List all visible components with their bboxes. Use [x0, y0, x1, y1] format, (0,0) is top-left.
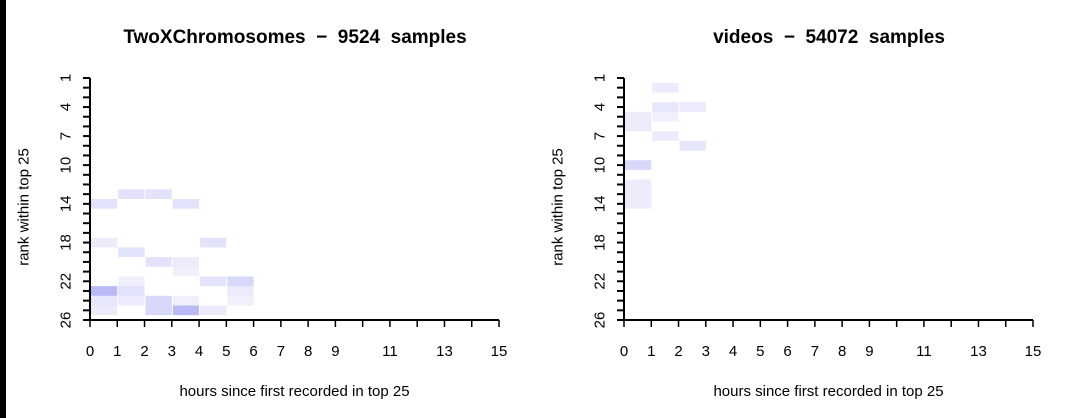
x-tick-label: 7 [277, 343, 285, 360]
heatmap-cell [172, 295, 200, 306]
x-tick-label: 4 [729, 343, 737, 360]
heatmap-cell [172, 199, 200, 209]
y-tick-label: 18 [592, 234, 609, 251]
heatmap-cell [625, 111, 652, 122]
heatmap-cell [91, 305, 118, 316]
heatmap-cell [91, 295, 118, 306]
x-tick-label: 0 [620, 343, 628, 360]
x-tick-label: 9 [865, 343, 873, 360]
heatmap-cell [145, 295, 172, 306]
x-tick-label: 11 [382, 343, 398, 360]
heatmap-cell [652, 111, 679, 122]
heatmap-cell [172, 305, 200, 316]
heatmap-cell [200, 305, 227, 316]
x-tick-label: 5 [222, 343, 230, 360]
heatmap-cell [652, 102, 679, 112]
heatmap-cell [145, 305, 172, 316]
heatmap-cell [91, 199, 118, 209]
heatmap-cell [625, 121, 652, 132]
heatmap-cell [145, 257, 172, 267]
y-tick-label: 26 [592, 312, 609, 329]
chart-title: TwoXChromosomes − 9524 samples [123, 27, 466, 48]
heatmap-cell [227, 295, 254, 306]
heatmap-cell [118, 276, 145, 287]
x-tick-label: 2 [140, 343, 148, 360]
y-tick-label: 4 [592, 103, 609, 111]
chart-panel-1: 0 1 2 3 4 5 6 7 8 9 11 13 151471014182226TwoXChromos… [16, 27, 508, 400]
y-tick-label: 1 [592, 74, 609, 82]
y-tick-label: 4 [58, 103, 75, 111]
heatmap-cell [172, 266, 200, 277]
heatmap-cell [145, 189, 172, 199]
x-tick-label: 8 [304, 343, 312, 360]
x-tick-label: 6 [249, 343, 257, 360]
y-tick-label: 7 [592, 132, 609, 140]
y-tick-label: 14 [58, 195, 75, 212]
heatmap-cell [200, 276, 227, 287]
x-tick-label: 13 [436, 343, 453, 360]
heatmap-cell [625, 179, 652, 190]
x-tick-label: 1 [647, 343, 655, 360]
chart-title: videos − 54072 samples [713, 27, 945, 48]
y-tick-label: 22 [58, 273, 75, 290]
x-tick-label: 0 [86, 343, 94, 360]
y-axis-label: rank within top 25 [16, 148, 33, 266]
x-tick-label: 8 [838, 343, 846, 360]
heatmap-cell [200, 237, 227, 248]
y-tick-label: 10 [58, 157, 75, 174]
x-tick-label: 7 [811, 343, 819, 360]
heatmap-cell [625, 199, 652, 209]
x-tick-label: 2 [674, 343, 682, 360]
y-tick-label: 7 [58, 132, 75, 140]
heatmap-cell [652, 131, 679, 141]
y-tick-label: 14 [592, 195, 609, 212]
heatmap-cell [227, 286, 254, 296]
x-tick-label: 15 [1025, 343, 1042, 360]
x-tick-label: 15 [491, 343, 508, 360]
x-tick-label: 4 [195, 343, 203, 360]
heatmap-cell [118, 295, 145, 306]
heatmap-cell [91, 286, 118, 296]
heatmap-cell [91, 237, 118, 248]
x-tick-label: 3 [702, 343, 710, 360]
x-axis-label: hours since first recorded in top 25 [713, 383, 943, 400]
x-tick-label: 1 [113, 343, 121, 360]
heatmap-cell [118, 247, 145, 258]
heatmap-cell [652, 82, 679, 93]
y-tick-label: 22 [592, 273, 609, 290]
x-axis-label: hours since first recorded in top 25 [179, 383, 409, 400]
y-tick-label: 1 [58, 74, 75, 82]
y-tick-label: 18 [58, 234, 75, 251]
x-tick-label: 5 [756, 343, 764, 360]
x-tick-label: 11 [916, 343, 932, 360]
heatmap-cell [679, 102, 706, 112]
y-tick-label: 26 [58, 312, 75, 329]
x-tick-label: 9 [331, 343, 339, 360]
heatmap-cell [118, 189, 145, 199]
heatmap-cell [679, 140, 706, 151]
heatmap-cells [625, 82, 706, 209]
heatmap-cell [625, 160, 652, 170]
x-tick-label: 13 [970, 343, 987, 360]
x-tick-label: 6 [783, 343, 791, 360]
y-tick-label: 10 [592, 157, 609, 174]
heatmap-cell [227, 276, 254, 287]
heatmap-cell [172, 257, 200, 267]
left-edge-bar [0, 0, 6, 418]
y-axis-label: rank within top 25 [550, 148, 567, 266]
heatmap-cell [118, 286, 145, 296]
heatmap-cell [625, 189, 652, 199]
heatmap-cells [91, 189, 254, 316]
x-tick-label: 3 [168, 343, 176, 360]
